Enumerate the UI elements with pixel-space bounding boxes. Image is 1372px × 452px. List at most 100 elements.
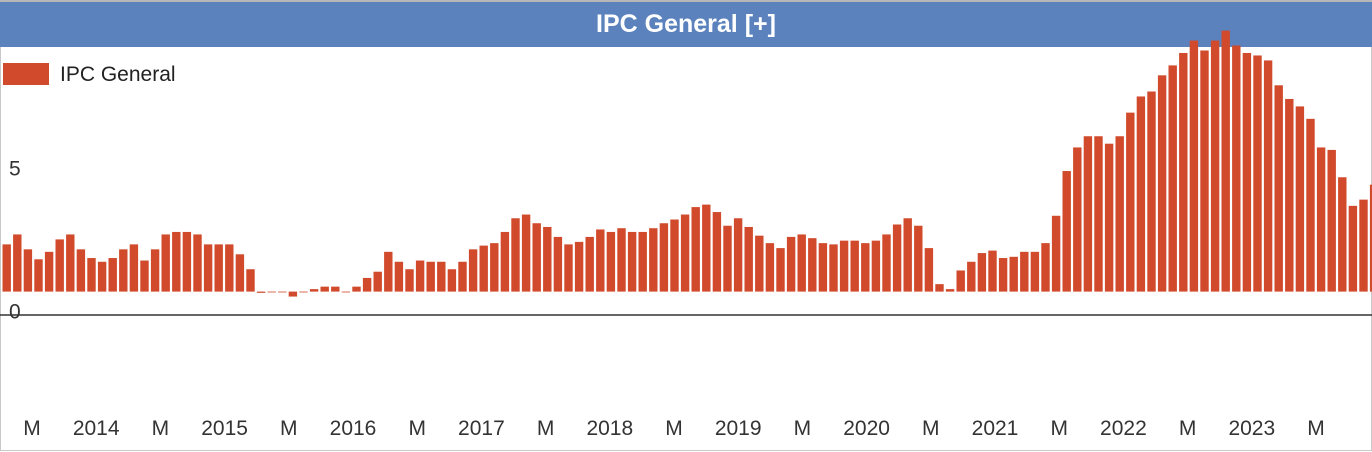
bar[interactable] — [97, 261, 107, 292]
bar[interactable] — [532, 223, 541, 292]
bar[interactable] — [797, 234, 806, 292]
bar[interactable] — [150, 249, 160, 292]
bar[interactable] — [733, 218, 743, 292]
bar[interactable] — [1009, 256, 1018, 292]
bar[interactable] — [203, 244, 213, 292]
bar[interactable] — [235, 254, 245, 292]
bar[interactable] — [13, 234, 22, 292]
bar[interactable] — [341, 291, 351, 293]
bar[interactable] — [1348, 205, 1358, 292]
bar[interactable] — [935, 284, 944, 292]
bar[interactable] — [1051, 215, 1061, 292]
bar[interactable] — [119, 249, 128, 292]
bar[interactable] — [1316, 147, 1326, 292]
bar[interactable] — [882, 234, 891, 292]
bar[interactable] — [44, 251, 54, 292]
bar[interactable] — [723, 225, 732, 292]
bar[interactable] — [214, 244, 223, 292]
bar[interactable] — [108, 258, 117, 292]
bar[interactable] — [415, 260, 425, 292]
bar[interactable] — [765, 243, 775, 292]
bar[interactable] — [458, 261, 467, 292]
bar[interactable] — [267, 291, 276, 293]
bar[interactable] — [1030, 251, 1040, 292]
bar[interactable] — [861, 243, 870, 292]
bar[interactable] — [998, 258, 1008, 292]
bar[interactable] — [182, 231, 192, 292]
bar[interactable] — [521, 214, 531, 292]
bar[interactable] — [384, 251, 393, 292]
bar[interactable] — [309, 289, 319, 292]
bar[interactable] — [76, 249, 86, 292]
bar[interactable] — [1232, 45, 1241, 292]
bar[interactable] — [161, 234, 170, 292]
bar[interactable] — [1083, 136, 1093, 292]
bar[interactable] — [914, 225, 923, 292]
bar[interactable] — [903, 218, 912, 292]
bar[interactable] — [479, 245, 488, 292]
bar[interactable] — [23, 249, 33, 292]
bar[interactable] — [1263, 60, 1273, 292]
bar[interactable] — [352, 286, 361, 292]
bar[interactable] — [659, 223, 669, 292]
bar[interactable] — [140, 260, 149, 292]
bar[interactable] — [1210, 40, 1220, 292]
bar[interactable] — [1359, 199, 1368, 292]
bar[interactable] — [1104, 143, 1114, 292]
bar[interactable] — [924, 248, 934, 292]
bar[interactable] — [129, 244, 139, 292]
bar[interactable] — [596, 229, 605, 292]
bar[interactable] — [1221, 30, 1230, 292]
bar[interactable] — [1285, 98, 1294, 292]
bar[interactable] — [373, 271, 382, 292]
bar[interactable] — [362, 277, 372, 292]
bar[interactable] — [1295, 106, 1305, 292]
bar[interactable] — [66, 234, 75, 292]
bar[interactable] — [1136, 96, 1146, 292]
bar[interactable] — [892, 224, 902, 292]
bar[interactable] — [1094, 136, 1103, 292]
bar[interactable] — [1242, 52, 1252, 292]
bar[interactable] — [956, 270, 965, 292]
bar[interactable] — [627, 231, 637, 292]
bar[interactable] — [1073, 147, 1082, 292]
bar[interactable] — [850, 240, 859, 292]
bar[interactable] — [288, 291, 298, 297]
bar[interactable] — [776, 248, 785, 292]
bar[interactable] — [1327, 149, 1336, 292]
bar[interactable] — [786, 236, 796, 292]
bar[interactable] — [702, 204, 711, 292]
bar[interactable] — [437, 261, 446, 292]
bar[interactable] — [1041, 243, 1050, 292]
bar[interactable] — [246, 269, 255, 292]
bar[interactable] — [256, 291, 266, 293]
bar[interactable] — [744, 226, 753, 292]
bar[interactable] — [34, 259, 43, 292]
bar[interactable] — [1168, 65, 1177, 292]
bar[interactable] — [967, 261, 976, 292]
bar[interactable] — [55, 239, 64, 292]
bar[interactable] — [1306, 118, 1315, 292]
bar[interactable] — [511, 218, 520, 292]
bar[interactable] — [1115, 136, 1124, 292]
bar[interactable] — [606, 231, 616, 292]
bar[interactable] — [172, 231, 181, 292]
chart-title[interactable]: IPC General [+] — [0, 0, 1372, 47]
bar[interactable] — [1253, 55, 1262, 292]
bar[interactable] — [1126, 112, 1135, 292]
bar[interactable] — [1062, 171, 1071, 292]
bar[interactable] — [331, 286, 340, 292]
bar[interactable] — [490, 243, 499, 292]
bar[interactable] — [543, 226, 552, 292]
bar[interactable] — [553, 236, 563, 292]
bar[interactable] — [712, 212, 722, 292]
bar[interactable] — [299, 291, 308, 293]
bar[interactable] — [945, 289, 955, 292]
bar[interactable] — [871, 240, 881, 292]
bar[interactable] — [1020, 251, 1029, 292]
bar[interactable] — [500, 231, 510, 292]
bar[interactable] — [1157, 75, 1167, 292]
bar[interactable] — [988, 250, 997, 292]
bar[interactable] — [585, 236, 594, 292]
bar[interactable] — [468, 249, 478, 292]
